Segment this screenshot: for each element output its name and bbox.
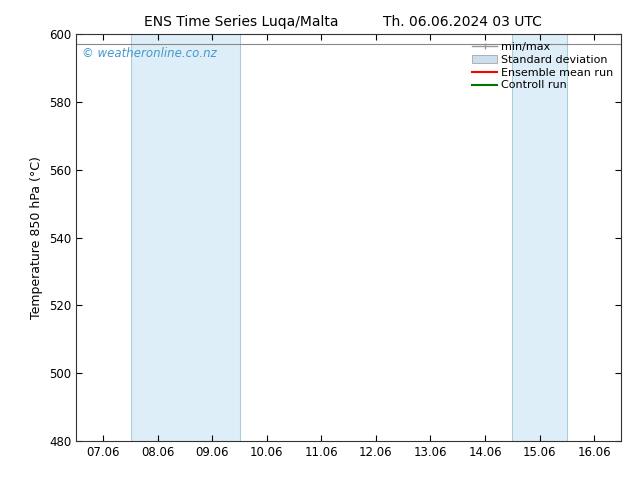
Legend: min/max, Standard deviation, Ensemble mean run, Controll run: min/max, Standard deviation, Ensemble me… (470, 40, 616, 93)
Y-axis label: Temperature 850 hPa (°C): Temperature 850 hPa (°C) (30, 156, 43, 319)
Text: © weatheronline.co.nz: © weatheronline.co.nz (82, 47, 216, 59)
Text: Th. 06.06.2024 03 UTC: Th. 06.06.2024 03 UTC (384, 15, 542, 29)
Bar (512, 34, 567, 441)
Bar (131, 34, 240, 441)
Text: ENS Time Series Luqa/Malta: ENS Time Series Luqa/Malta (144, 15, 338, 29)
